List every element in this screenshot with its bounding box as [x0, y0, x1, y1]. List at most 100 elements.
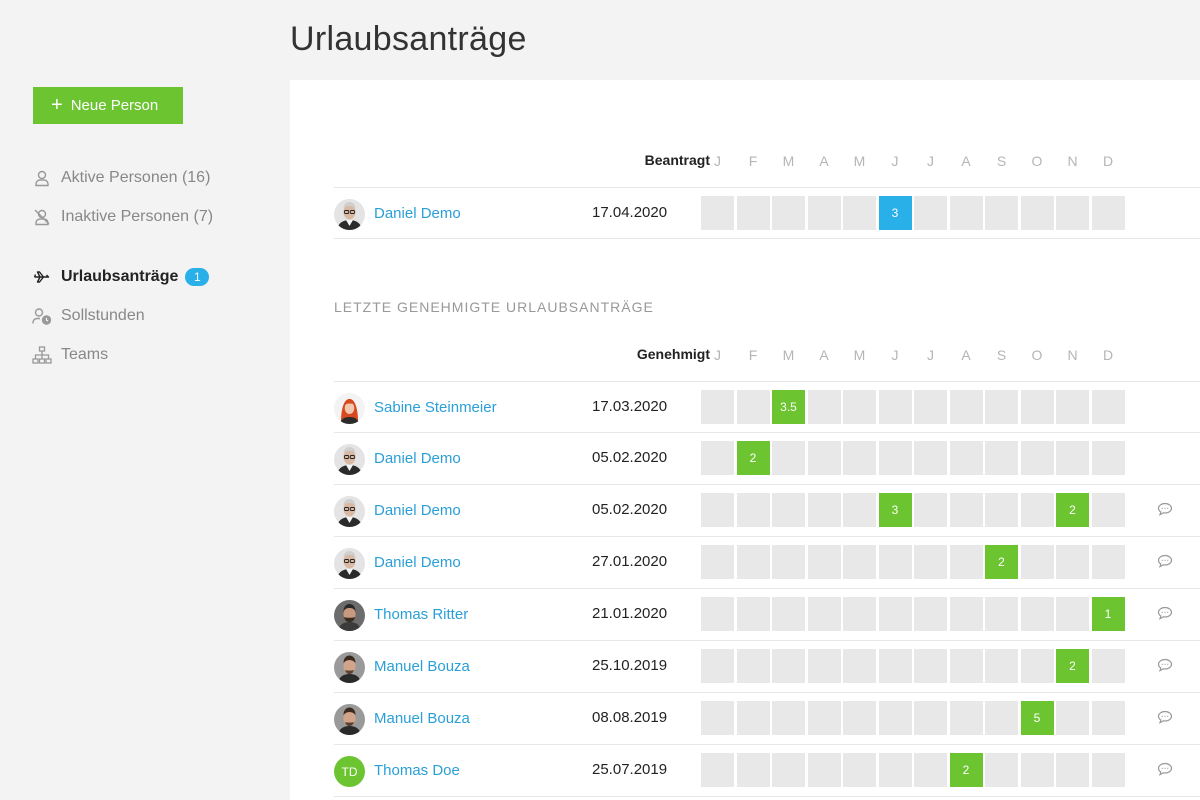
- month-cell: [1020, 390, 1054, 424]
- month-cell: [949, 597, 983, 631]
- sidebar-item-active-persons[interactable]: Aktive Personen (16): [32, 168, 210, 188]
- month-cell: [949, 493, 983, 527]
- month-cell: [701, 597, 734, 631]
- month-cell: [843, 597, 876, 631]
- month-cell: [1020, 597, 1054, 631]
- month-cell: [1020, 649, 1054, 683]
- month-header: J: [927, 347, 934, 363]
- vacation-days-cell[interactable]: 3.5: [772, 390, 805, 424]
- month-cell: [736, 545, 770, 579]
- month-cell: [949, 390, 983, 424]
- month-header: S: [996, 347, 1007, 363]
- month-header: D: [1102, 153, 1114, 169]
- person-name-link[interactable]: Manuel Bouza: [374, 658, 470, 675]
- vacation-days-cell[interactable]: 2: [1056, 649, 1089, 683]
- month-cell: [701, 753, 734, 787]
- table-row: TD Thomas Doe 25.07.2019 2: [334, 745, 1200, 797]
- requested-column-header: Beantragt: [644, 152, 710, 168]
- month-cell: [807, 649, 841, 683]
- month-cell: [1020, 545, 1054, 579]
- comment-icon[interactable]: [1157, 554, 1175, 570]
- month-header: S: [996, 153, 1007, 169]
- month-header: J: [927, 153, 934, 169]
- person-name-link[interactable]: Daniel Demo: [374, 502, 461, 519]
- month-cell: [843, 441, 876, 475]
- month-cell: [1056, 196, 1089, 230]
- month-cell: [1091, 701, 1125, 735]
- plus-icon: +: [51, 93, 63, 116]
- month-cell: [1020, 196, 1054, 230]
- month-cell: [878, 649, 912, 683]
- person-name-link[interactable]: Thomas Doe: [374, 762, 460, 779]
- month-cell: [1020, 493, 1054, 527]
- person-name-link[interactable]: Daniel Demo: [374, 205, 461, 222]
- month-cell: [843, 493, 876, 527]
- request-date: 05.02.2020: [592, 449, 668, 466]
- vacation-days-cell[interactable]: 5: [1020, 701, 1054, 735]
- person-name-link[interactable]: Daniel Demo: [374, 450, 461, 467]
- sidebar-item-vacation-requests[interactable]: Urlaubsanträge 1: [32, 267, 210, 287]
- vacation-days-cell[interactable]: 3: [878, 196, 912, 230]
- notification-badge: 1: [185, 268, 210, 286]
- month-cell: [949, 701, 983, 735]
- vacation-days-cell[interactable]: 1: [1091, 597, 1125, 631]
- month-cell: [878, 701, 912, 735]
- month-cell: [736, 701, 770, 735]
- month-cell: [1056, 701, 1089, 735]
- month-cell: [949, 545, 983, 579]
- comment-icon[interactable]: [1157, 762, 1175, 778]
- vacation-days-cell[interactable]: 2: [1056, 493, 1089, 527]
- comment-icon[interactable]: [1157, 658, 1175, 674]
- month-cell: [985, 597, 1018, 631]
- comment-icon[interactable]: [1157, 710, 1175, 726]
- month-header: F: [748, 347, 758, 363]
- month-header: J: [714, 347, 721, 363]
- person-name-link[interactable]: Daniel Demo: [374, 554, 461, 571]
- month-cell: [807, 441, 841, 475]
- month-header: N: [1067, 153, 1078, 169]
- month-header: A: [819, 153, 829, 169]
- request-date: 08.08.2019: [592, 709, 668, 726]
- request-date: 27.01.2020: [592, 553, 668, 570]
- month-cell: [985, 441, 1018, 475]
- month-cell: [1091, 441, 1125, 475]
- month-cell: [701, 196, 734, 230]
- sidebar-item-label: Inaktive Personen (7): [61, 208, 214, 225]
- vacation-days-cell[interactable]: 3: [878, 493, 912, 527]
- month-cell: [985, 493, 1018, 527]
- request-date: 17.04.2020: [592, 204, 668, 221]
- month-header: A: [961, 153, 971, 169]
- avatar: [334, 393, 365, 424]
- person-name-link[interactable]: Thomas Ritter: [374, 606, 469, 623]
- month-cell: [772, 196, 805, 230]
- month-header: A: [961, 347, 971, 363]
- vacation-days-cell[interactable]: 2: [736, 441, 770, 475]
- sidebar-item-inactive-persons[interactable]: Inaktive Personen (7): [32, 207, 213, 227]
- month-cell: [807, 753, 841, 787]
- month-cell: [914, 390, 947, 424]
- month-cell: [949, 441, 983, 475]
- month-cell: [736, 649, 770, 683]
- sidebar-item-label: Sollstunden: [61, 307, 145, 324]
- month-cell: [807, 701, 841, 735]
- comment-icon[interactable]: [1157, 502, 1175, 518]
- table-row: Daniel Demo 27.01.2020 2: [334, 537, 1200, 589]
- avatar: [334, 496, 365, 527]
- vacation-days-cell[interactable]: 2: [985, 545, 1018, 579]
- month-cell: [1091, 649, 1125, 683]
- month-cell: [1020, 753, 1054, 787]
- month-cell: [914, 545, 947, 579]
- table-row: Manuel Bouza 25.10.2019 2: [334, 641, 1200, 693]
- person-name-link[interactable]: Manuel Bouza: [374, 710, 470, 727]
- pending-header: Beantragt J F M A M J J A S O N D: [334, 152, 1200, 172]
- sidebar-item-target-hours[interactable]: Sollstunden: [32, 306, 145, 326]
- sidebar-item-teams[interactable]: Teams: [32, 345, 108, 365]
- approved-section-title: LETZTE GENEHMIGTE URLAUBSANTRÄGE: [334, 299, 654, 315]
- month-cell: [914, 493, 947, 527]
- sidebar-item-label: Teams: [61, 346, 109, 363]
- vacation-days-cell[interactable]: 2: [949, 753, 983, 787]
- comment-icon[interactable]: [1157, 606, 1175, 622]
- person-name-link[interactable]: Sabine Steinmeier: [374, 399, 497, 416]
- month-header: M: [782, 153, 795, 169]
- new-person-button[interactable]: + Neue Person: [33, 87, 183, 124]
